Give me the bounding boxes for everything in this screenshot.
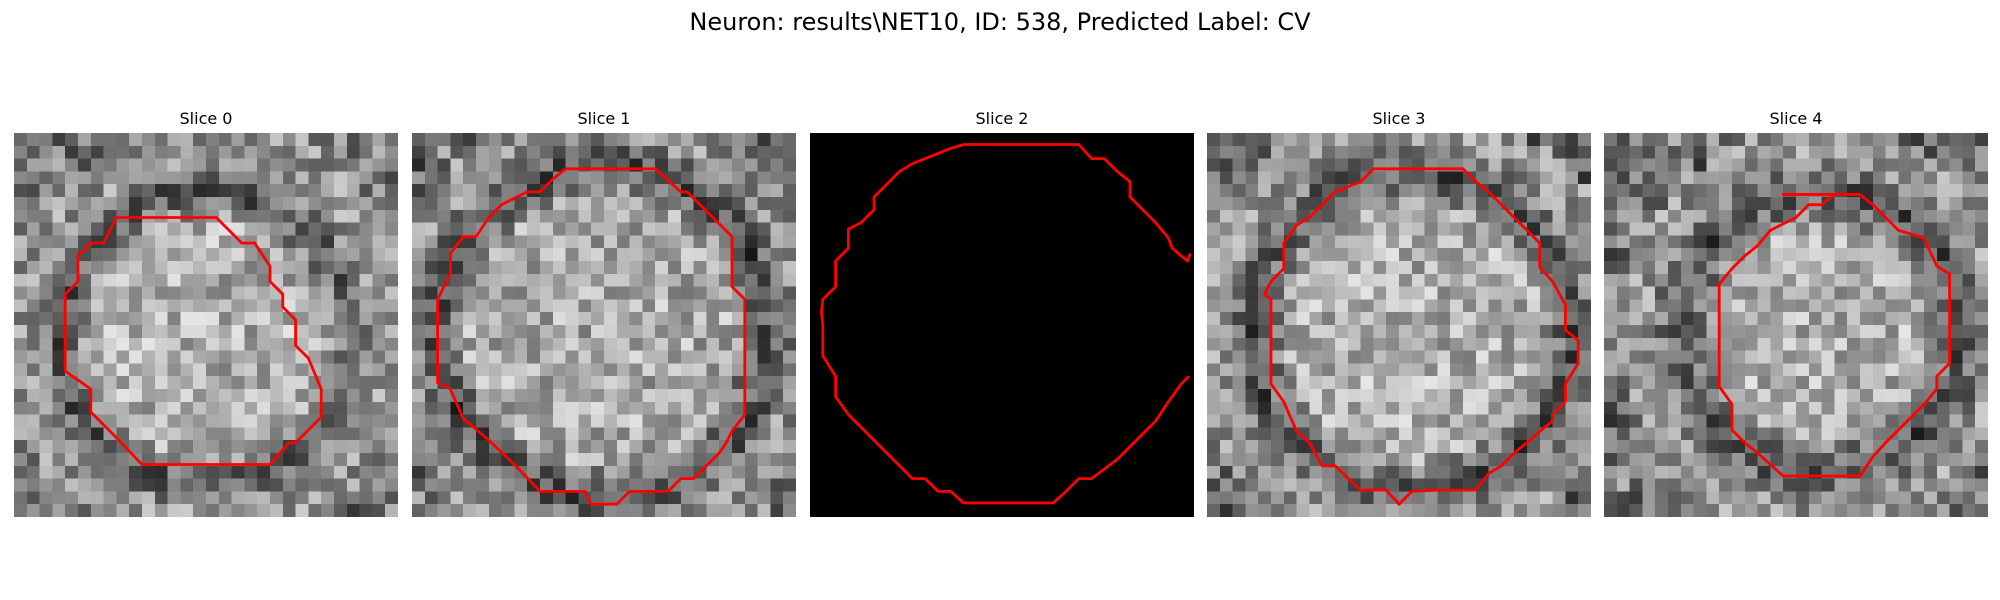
slice-panel: Slice 1 (412, 108, 796, 517)
slice-image (412, 133, 796, 517)
slice-title: Slice 2 (810, 108, 1194, 130)
slice-panel: Slice 0 (14, 108, 398, 517)
slice-image (14, 133, 398, 517)
slice-title: Slice 4 (1604, 108, 1988, 130)
grayscale-pixels (1604, 133, 1988, 517)
slice-title: Slice 1 (412, 108, 796, 130)
slice-panel: Slice 4 (1604, 108, 1988, 517)
slice-image (810, 133, 1194, 517)
grayscale-pixels (1207, 133, 1591, 517)
slice-title: Slice 3 (1207, 108, 1591, 130)
slice-image (1207, 133, 1591, 517)
grayscale-pixels (14, 133, 398, 517)
slice-panel: Slice 2 (810, 108, 1194, 517)
slice-background (810, 133, 1194, 517)
slice-panel: Slice 3 (1207, 108, 1591, 517)
grayscale-pixels (412, 133, 796, 517)
figure-title: Neuron: results\NET10, ID: 538, Predicte… (0, 6, 2000, 38)
slice-image (1604, 133, 1988, 517)
slice-title: Slice 0 (14, 108, 398, 130)
